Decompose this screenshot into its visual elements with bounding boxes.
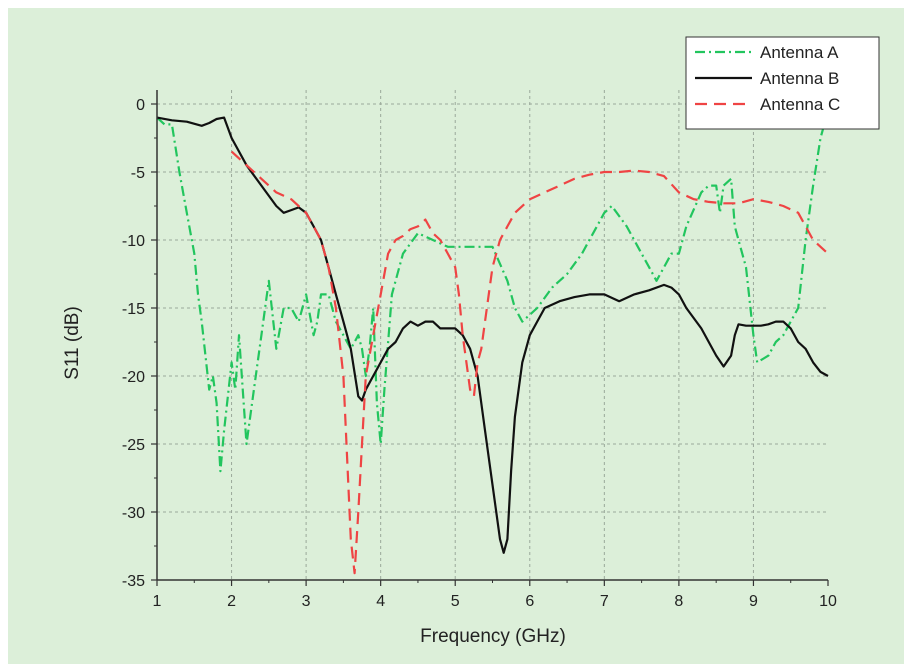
series-line-antenna-a [156, 116, 826, 473]
legend-label: Antenna B [760, 69, 839, 88]
x-tick-label: 5 [451, 593, 460, 610]
legend-label: Antenna C [760, 95, 840, 114]
tick-labels: 1 2 3 4 5 6 7 8 9 10 0 -5 -10 -15 -20 -25 -30 -35 [122, 97, 837, 610]
x-tick-label: 7 [600, 593, 609, 610]
x-tick-label: 9 [749, 593, 758, 610]
legend: Antenna A Antenna B Antenna C [685, 36, 880, 130]
x-tick-label: 6 [525, 593, 534, 610]
axes [151, 90, 829, 586]
y-tick-label: -25 [122, 437, 145, 454]
x-tick-label: 1 [153, 593, 162, 610]
legend-items: Antenna A Antenna B Antenna C [695, 43, 840, 114]
grid [157, 90, 828, 580]
x-tick-label: 3 [302, 593, 311, 610]
x-tick-label: 8 [674, 593, 683, 610]
y-tick-label: -10 [122, 233, 145, 250]
series-layer [156, 116, 829, 575]
legend-label: Antenna A [760, 43, 839, 62]
x-tick-label: 10 [819, 593, 837, 610]
y-tick-label: -5 [131, 165, 145, 182]
y-tick-label: -35 [122, 573, 145, 590]
y-tick-label: -20 [122, 369, 145, 386]
plot-area [157, 90, 828, 580]
x-tick-label: 4 [376, 593, 385, 610]
y-tick-label: 0 [136, 97, 145, 114]
y-tick-label: -15 [122, 301, 145, 318]
y-tick-label: -30 [122, 505, 145, 522]
x-axis-label: Frequency (GHz) [420, 626, 566, 647]
series-line-antenna-c [230, 150, 829, 575]
x-tick-label: 2 [227, 593, 236, 610]
y-axis-label: S11 (dB) [62, 306, 83, 380]
